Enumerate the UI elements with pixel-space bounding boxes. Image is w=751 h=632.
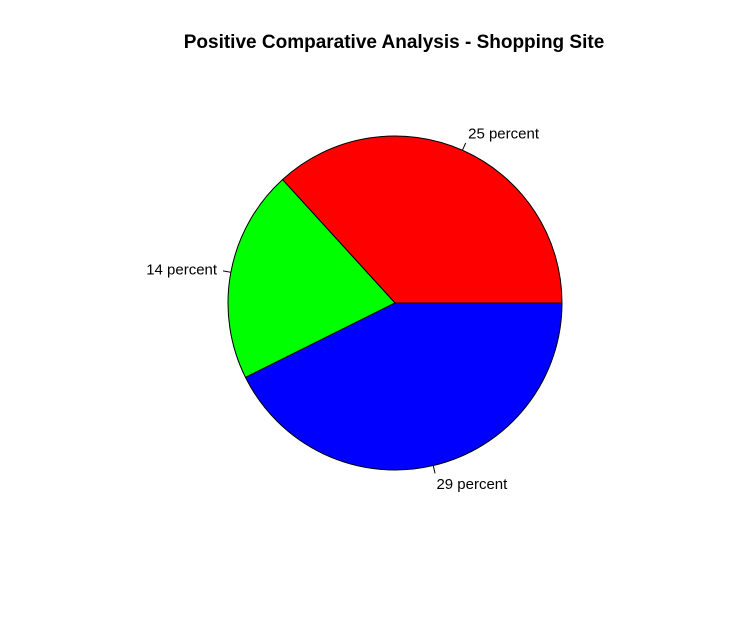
pie-slice-1 bbox=[227, 178, 396, 379]
pie-slices bbox=[227, 135, 563, 471]
slice-label-tick-2 bbox=[432, 465, 436, 474]
slice-label-tick-0 bbox=[461, 142, 467, 151]
slice-label-2: 29 percent bbox=[436, 476, 508, 493]
pie-labels: 25 percent 14 percent 29 percent bbox=[146, 125, 540, 493]
slice-label-1: 14 percent bbox=[146, 262, 218, 279]
chart-title: Positive Comparative Analysis - Shopping… bbox=[184, 32, 605, 53]
slice-label-tick-1 bbox=[222, 270, 231, 273]
slice-label-0: 25 percent bbox=[468, 125, 540, 142]
